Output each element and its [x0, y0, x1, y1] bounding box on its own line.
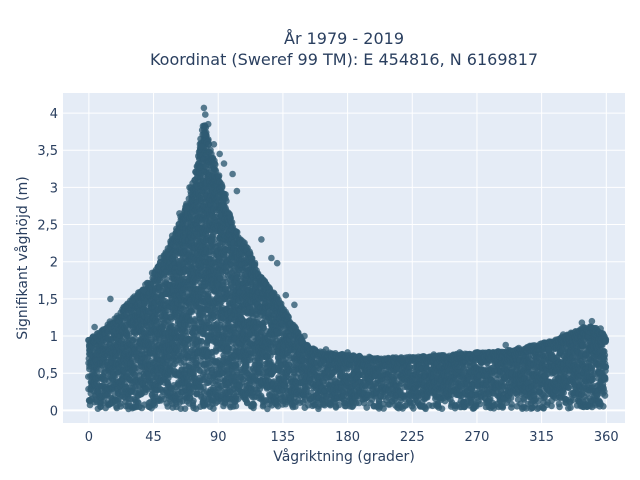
- data-point: [124, 326, 132, 334]
- data-point: [212, 161, 219, 168]
- data-point: [93, 369, 101, 376]
- chart-subtitle: Koordinat (Sweref 99 TM): E 454816, N 61…: [149, 50, 539, 69]
- data-point: [232, 402, 240, 410]
- data-point: [117, 403, 124, 410]
- data-point: [215, 172, 223, 179]
- data-markers: [85, 104, 610, 413]
- data-point: [250, 401, 258, 409]
- chart-title: År 1979 - 2019: [284, 29, 404, 48]
- data-point: [181, 405, 189, 413]
- data-point: [218, 184, 226, 191]
- data-point: [223, 197, 230, 205]
